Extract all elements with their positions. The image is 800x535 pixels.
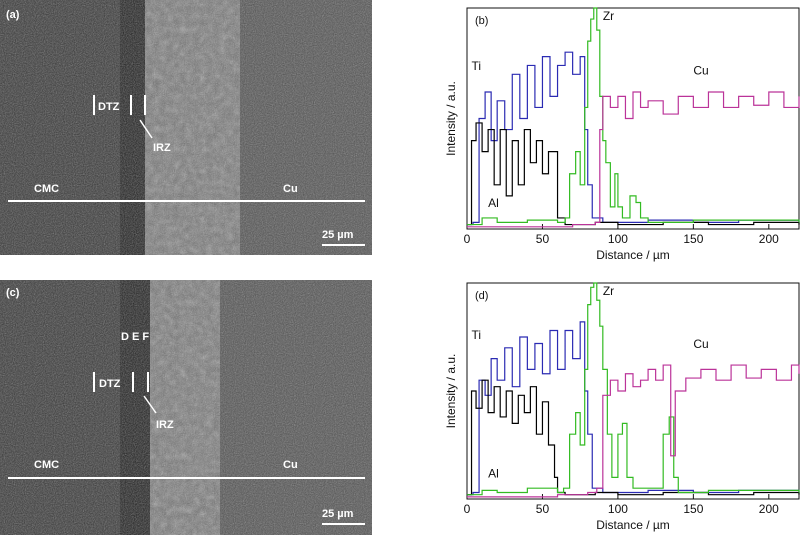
x-tick-label: 0 <box>464 502 471 516</box>
y-axis-label-d: Intensity / a.u. <box>444 354 458 429</box>
series-line-al <box>467 379 800 496</box>
x-tick-label: 150 <box>683 232 703 246</box>
cu-label-c: Cu <box>283 459 298 471</box>
series-line-ti <box>467 51 800 226</box>
scale-bar-label-a: 25 µm <box>322 229 354 241</box>
series-label-zr: Zr <box>603 9 614 23</box>
panel-label-c: (c) <box>6 287 20 299</box>
series-label-ti: Ti <box>472 328 482 342</box>
x-ticks-b: 0 50 100 150 200 <box>464 224 779 246</box>
dtz-label-a: DTZ <box>98 101 120 113</box>
grain-texture-a <box>0 0 372 255</box>
series-label-cu: Cu <box>693 337 708 351</box>
panel-label-a: (a) <box>6 9 20 21</box>
series-group-b: Ti Al Zr Cu <box>467 7 800 228</box>
plot-frame-d <box>466 282 800 500</box>
x-ticks-d: 0 50 100 150 200 <box>464 494 779 516</box>
linescan-chart-b: (b) Distance / µm Intensity / a.u. 0 50 10… <box>444 7 800 262</box>
linescan-chart-d: (d) Distance / µm Intensity / a.u. 0 50 10… <box>444 282 800 532</box>
cmc-label-a: CMC <box>34 183 59 195</box>
series-label-zr: Zr <box>603 284 614 298</box>
irz-arrow-a <box>139 119 153 139</box>
irz-arrow-c <box>143 395 157 414</box>
cmc-label-c: CMC <box>34 459 59 471</box>
x-tick-label: 50 <box>536 502 550 516</box>
series-label-al: Al <box>488 466 499 480</box>
panel-label-b: (b) <box>475 15 488 27</box>
micrograph-a: (a) DTZ IRZ CMC Cu 25 µm <box>0 0 372 255</box>
series-label-ti: Ti <box>472 59 482 73</box>
x-tick-label: 200 <box>759 232 779 246</box>
x-tick-label: 200 <box>759 502 779 516</box>
cu-label-a: Cu <box>283 183 298 195</box>
y-axis-label-b: Intensity / a.u. <box>444 81 458 156</box>
x-axis-label-d: Distance / µm <box>596 518 670 532</box>
x-tick-label: 100 <box>608 232 628 246</box>
x-tick-label: 100 <box>608 502 628 516</box>
x-tick-label: 0 <box>464 232 471 246</box>
x-axis-label-b: Distance / µm <box>596 248 670 262</box>
micrograph-c: (c) D E F DTZ IRZ CMC Cu 25 µm <box>0 280 372 535</box>
series-line-ti <box>467 321 800 496</box>
x-tick-label: 150 <box>683 502 703 516</box>
dtz-label-c: DTZ <box>99 378 121 390</box>
panel-label-d: (d) <box>475 290 488 302</box>
scale-bar-label-c: 25 µm <box>322 508 354 520</box>
irz-label-a: IRZ <box>153 142 171 154</box>
x-tick-label: 50 <box>536 232 550 246</box>
series-line-al <box>467 122 800 226</box>
series-line-zr <box>467 282 800 496</box>
series-line-cu <box>467 364 800 498</box>
series-label-al: Al <box>488 196 499 210</box>
series-label-cu: Cu <box>693 63 708 77</box>
irz-label-c: IRZ <box>156 419 174 431</box>
series-line-cu <box>467 91 800 228</box>
point-labels-def: D E F <box>121 331 149 343</box>
series-group-d: Ti Al Zr Cu <box>467 282 800 498</box>
grain-texture-c <box>0 280 372 535</box>
series-line-zr <box>467 7 800 226</box>
plot-frame-b <box>466 7 800 230</box>
